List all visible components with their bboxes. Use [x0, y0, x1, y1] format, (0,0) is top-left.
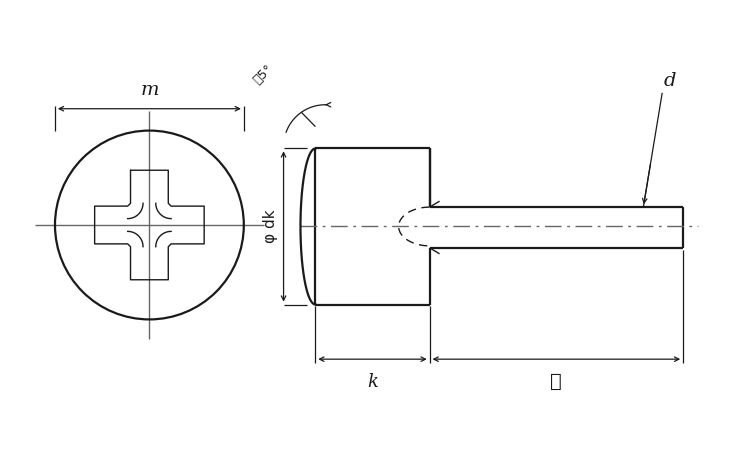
Text: d: d	[664, 72, 676, 90]
Text: k: k	[367, 373, 378, 391]
Text: m: m	[140, 81, 159, 99]
Text: ℓ: ℓ	[550, 373, 562, 391]
Text: 約5°: 約5°	[251, 62, 275, 87]
Text: φ dk: φ dk	[262, 210, 278, 243]
